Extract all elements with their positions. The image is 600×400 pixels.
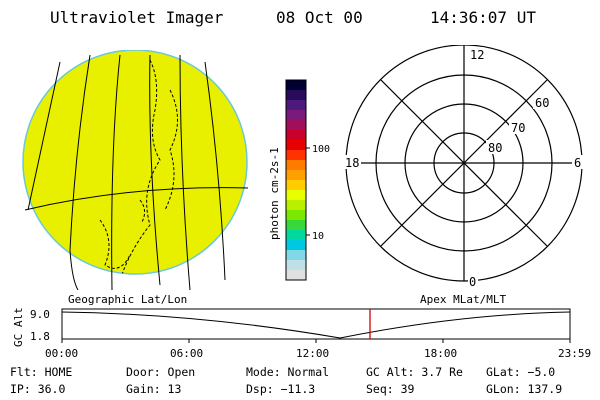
x-tick-1: 06:00 (170, 347, 203, 360)
colorbar-stripe (286, 80, 306, 91)
colorbar-stripe (286, 230, 306, 241)
meridian-4 (149, 54, 161, 286)
meridian-2 (69, 54, 91, 290)
coastline-3 (99, 219, 131, 269)
dsp-status: Dsp: −11.3 (246, 382, 316, 396)
colorbar-stripe (286, 190, 306, 201)
altitude-curve (61, 311, 571, 339)
mode-status: Mode: Normal (246, 365, 330, 379)
colorbar-stripe (286, 110, 306, 121)
polar-label-70: 70 (511, 121, 525, 135)
geographic-label: Geographic Lat/Lon (68, 293, 188, 306)
colorbar-tick-10: 10 (312, 231, 324, 242)
imager-title: Ultraviolet Imager (50, 8, 224, 27)
x-tick-0: 00:00 (45, 347, 78, 360)
gc-alt-axis-label: GC Alt (12, 307, 25, 347)
altitude-timeline: GC Alt 9.0 1.8 00:00 06:00 12:00 18:00 2… (12, 307, 591, 360)
coastline-4 (139, 199, 146, 223)
coastline-1 (119, 59, 161, 274)
colorbar-stripe (286, 240, 306, 251)
colorbar-stripe (286, 250, 306, 261)
colorbar-stripe (286, 260, 306, 271)
coastline-2 (164, 89, 178, 211)
header-time: 14:36:07 UT (430, 8, 536, 27)
colorbar-tick-100: 100 (312, 144, 330, 155)
seq-status: Seq: 39 (366, 382, 415, 396)
polar-label-0: 0 (469, 275, 476, 289)
colorbar-stripe (286, 150, 306, 161)
flt-status: Flt: HOME (10, 365, 73, 379)
polar-label-60: 60 (535, 96, 549, 110)
colorbar-stripe (286, 100, 306, 111)
glon-status: GLon: 137.9 (486, 382, 563, 396)
colorbar-stripe (286, 210, 306, 221)
colorbar-stripe (286, 170, 306, 181)
y-tick-bottom: 1.8 (30, 330, 50, 343)
earth-image-panel (22, 50, 249, 290)
x-tick-3: 18:00 (424, 347, 457, 360)
meridian-6 (204, 61, 226, 281)
apex-label: Apex MLat/MLT (420, 293, 507, 306)
colorbar-panel: 100 10 photon cm-2s-1 (268, 79, 330, 281)
meridian-5 (179, 54, 191, 290)
polar-mlt-dial: 12 18 6 0 60 70 80 (343, 45, 584, 289)
gc-alt-status: GC Alt: 3.7 Re (366, 365, 463, 379)
parallel-1 (24, 187, 249, 211)
colorbar-stripe (286, 90, 306, 101)
header-date: 08 Oct 00 (276, 8, 363, 27)
meridian-1 (27, 61, 61, 211)
colorbar-stripe (286, 220, 306, 231)
polar-label-6: 6 (574, 156, 581, 170)
y-tick-top: 9.0 (30, 308, 50, 321)
polar-label-18: 18 (345, 156, 359, 170)
polar-label-80: 80 (488, 141, 502, 155)
colorbar-stripe (286, 120, 306, 131)
colorbar-stripe (286, 180, 306, 191)
colorbar-stripe (286, 200, 306, 211)
meridian-3 (111, 54, 121, 290)
colorbar-unit-label: photon cm-2s-1 (268, 147, 281, 240)
colorbar-stripe (286, 270, 306, 281)
colorbar-stripe (286, 130, 306, 141)
colorbar-stripe (286, 160, 306, 171)
glat-status: GLat: −5.0 (486, 365, 556, 379)
earth-disk (22, 50, 248, 275)
polar-label-12: 12 (470, 48, 484, 62)
door-status: Door: Open (126, 365, 196, 379)
x-tick-2: 12:00 (296, 347, 329, 360)
x-tick-4: 23:59 (558, 347, 591, 360)
colorbar-stripe (286, 140, 306, 151)
gain-status: Gain: 13 (126, 382, 182, 396)
ip-status: IP: 36.0 (10, 382, 66, 396)
